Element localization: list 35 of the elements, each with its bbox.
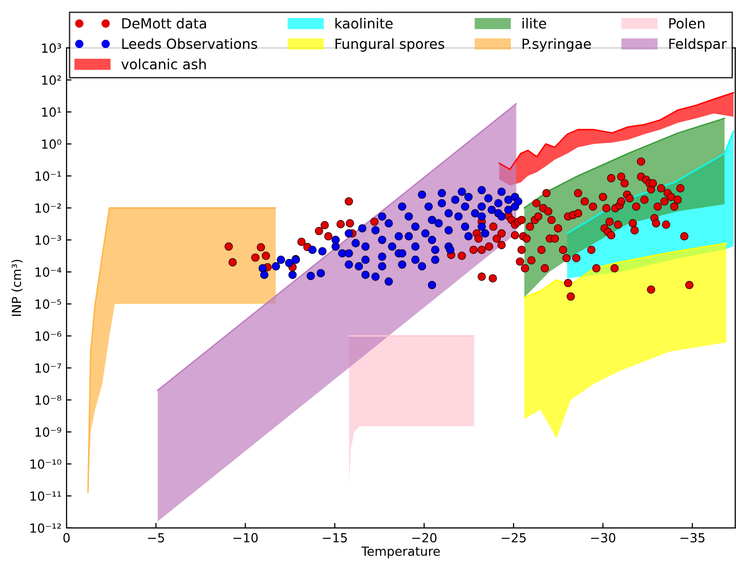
x-tick-label: 0 — [63, 532, 70, 542]
y-tick-label: 10⁻¹ — [36, 171, 61, 181]
legend-label: Polen — [669, 18, 704, 29]
y-tick-label: 10⁻³ — [36, 235, 62, 245]
y-tick-label: 10⁻² — [36, 203, 61, 213]
y-axis-title: INP (cm³) — [12, 260, 23, 316]
x-tick-label: −5 — [148, 533, 164, 542]
y-tick-label: 10⁰ — [42, 139, 62, 149]
x-tick-label: −20 — [412, 532, 437, 542]
y-tick-label: 10¹ — [42, 107, 61, 117]
x-tick-label: −30 — [591, 532, 616, 542]
legend-label: DeMott data — [122, 18, 206, 29]
x-tick-label: −10 — [233, 532, 258, 542]
legend-label: Feldspar — [669, 38, 727, 52]
y-tick-label: 10⁻¹¹ — [30, 491, 61, 501]
y-tick-label: 10⁻⁶ — [36, 331, 62, 341]
y-tick-label: 10³ — [42, 43, 62, 53]
legend-label: Fungural spores — [336, 38, 444, 52]
legend-label: P.syringae — [522, 38, 591, 52]
legend-label: volcanic ash — [121, 58, 206, 70]
y-tick-label: 10⁻⁵ — [36, 299, 62, 309]
x-tick-label: −25 — [502, 532, 526, 542]
legend-label: Leeds Observations — [122, 38, 258, 50]
y-tick-label: 10² — [42, 75, 61, 85]
x-tick-label: −15 — [322, 533, 347, 542]
y-tick-label: 10⁻⁴ — [36, 267, 62, 277]
legend-label: kaolinite — [335, 18, 393, 29]
y-tick-label: 10⁻⁸ — [36, 395, 62, 405]
legend-label: ilite — [522, 18, 546, 29]
y-tick-label: 10⁻⁷ — [36, 363, 62, 373]
y-tick-label: 10⁻⁹ — [36, 427, 62, 437]
x-axis-title: Temperature — [361, 546, 440, 558]
y-tick-label: 10⁻¹² — [30, 523, 61, 533]
x-tick-label: −35 — [680, 532, 704, 542]
y-tick-label: 10⁻¹⁰ — [30, 459, 62, 469]
